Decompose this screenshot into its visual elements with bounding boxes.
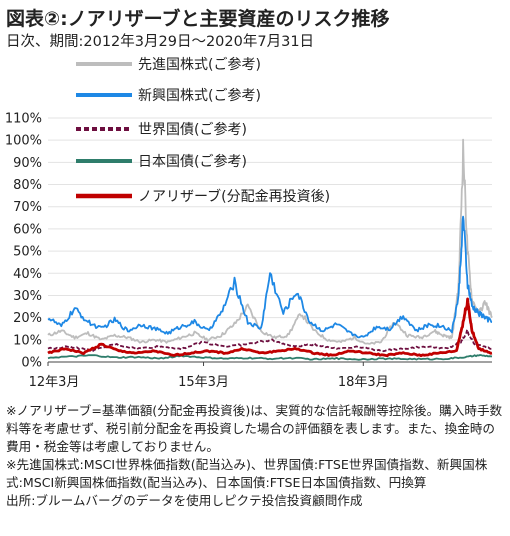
y-tick-label: 30% [13,289,42,304]
y-tick-label: 40% [13,267,42,282]
y-tick-label: 60% [13,222,42,237]
legend: 先進国株式(ご参考) 新興国株式(ご参考) 世界国債(ご参考) 日本国債(ご参考) ノア… [76,56,330,205]
y-tick-label: 20% [13,311,42,326]
y-tick-label: 110% [5,112,42,127]
legend-label: 日本国債(ご参考) [138,153,247,170]
x-tick-label: 12年3月 [29,375,80,390]
legend-label: 新興国株式(ご参考) [138,87,261,104]
y-tick-label: 70% [13,200,42,215]
y-tick-label: 0% [21,356,42,371]
risk-line-chart: 0% 10% 20% 30% 40% 50% 60% 70% 80% 90% 100% 110% 12… [5,56,493,390]
x-tick-label: 18年3月 [338,375,389,390]
series-lines [47,138,493,361]
x-tick-label: 15年3月 [178,375,229,390]
legend-label: ノアリザーブ(分配金再投資後) [138,188,330,205]
chart-subtitle: 日次、期間:2012年3月29日〜2020年7月31日 [6,34,315,50]
chart-title: 図表②:ノアリザーブと主要資産のリスク推移 [6,8,390,30]
y-tick-label: 80% [13,178,42,193]
series-line [47,328,493,353]
y-tick-label: 50% [13,245,42,260]
series-line [47,297,493,358]
y-tick-label: 100% [5,134,42,149]
y-axis: 0% 10% 20% 30% 40% 50% 60% 70% 80% 90% 100% 110% [5,112,42,371]
footnote-2: ※先進国株式:MSCI世界株価指数(配当込み)、世界国債:FTSE世界国債指数、… [6,457,488,490]
legend-label: 世界国債(ご参考) [138,121,247,138]
series-line [47,354,493,361]
legend-label: 先進国株式(ご参考) [138,56,261,73]
footnotes: ※ノアリザーブ=基準価額(分配金再投資後)は、実質的な信託報酬等控除後。購入時手… [6,402,506,510]
footnote-3: 出所:ブルームバーグのデータを使用しピクテ投信投資顧問作成 [6,493,363,508]
series-line [47,215,493,339]
series-line [47,138,493,345]
footnote-1: ※ノアリザーブ=基準価額(分配金再投資後)は、実質的な信託報酬等控除後。購入時手… [6,403,503,454]
y-tick-label: 90% [13,156,42,171]
y-tick-label: 10% [13,333,42,348]
x-axis: 12年3月 15年3月 18年3月 [29,362,389,390]
